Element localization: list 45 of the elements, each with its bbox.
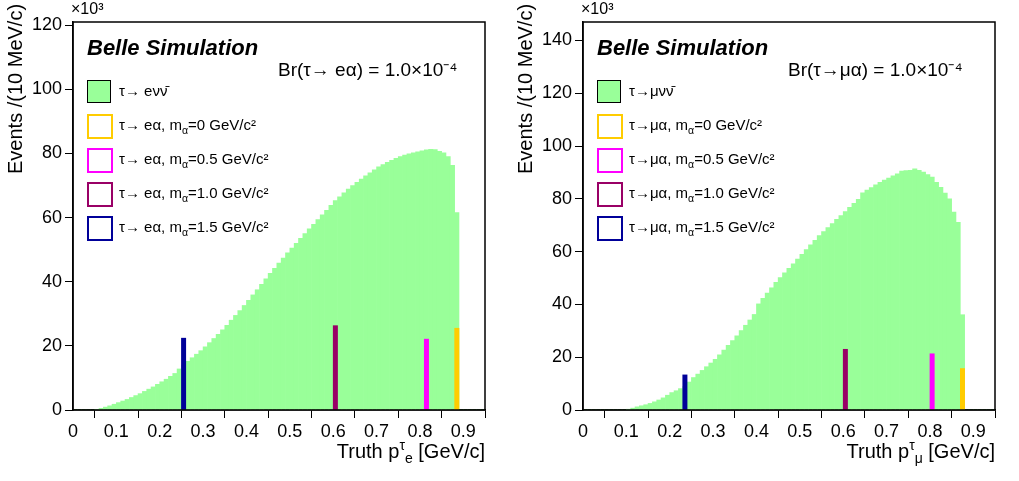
x-tick-label: 0.4 bbox=[743, 420, 769, 441]
legend-label: τ→μα, m$_{α}$=1.0 GeV/c² bbox=[629, 184, 775, 204]
x-tick-label: 0 bbox=[577, 420, 589, 441]
y-tick-label: 0 bbox=[51, 398, 62, 419]
x-tick-label: 0.4 bbox=[233, 420, 259, 441]
y-tick-label: 100 bbox=[31, 78, 62, 99]
y-axis-title: Events /(10 MeV/c) bbox=[4, 4, 26, 177]
y-tick-label: 20 bbox=[551, 346, 572, 367]
legend-label: τ→ eα, m$_{α}$=0 GeV/c² bbox=[119, 116, 256, 136]
x-tick-label: 0.3 bbox=[700, 420, 726, 441]
x-tick-label: 0.1 bbox=[103, 420, 129, 441]
legend-label: τ→ eα, m$_{α}$=1.5 GeV/c² bbox=[119, 218, 269, 238]
x-tick-label: 0.3 bbox=[190, 420, 216, 441]
y-tick-label: 20 bbox=[41, 334, 62, 355]
y-tick-label: 120 bbox=[541, 82, 572, 103]
legend-label: τ→μνν̄ bbox=[629, 82, 674, 100]
annotation: Br(τ→μα) = 1.0×10⁻⁴ bbox=[788, 59, 963, 81]
legend-label: τ→μα, m$_{α}$=1.5 GeV/c² bbox=[629, 218, 775, 238]
x-tick-label: 0 bbox=[67, 420, 79, 441]
y-tick-label: 0 bbox=[561, 398, 572, 419]
text: ×10³ bbox=[581, 0, 614, 18]
y-tick-label: 60 bbox=[41, 206, 62, 227]
x-tick-label: 0.2 bbox=[657, 420, 683, 441]
legend-label: τ→μα, m$_{α}$=0.5 GeV/c² bbox=[629, 150, 775, 170]
legend-label: τ→ eα, m$_{α}$=0.5 GeV/c² bbox=[119, 150, 269, 170]
annotation: Belle Simulation bbox=[597, 35, 769, 61]
y-tick-label: 100 bbox=[541, 135, 572, 156]
annotation: Belle Simulation bbox=[87, 35, 259, 61]
x-tick-label: 0.5 bbox=[787, 420, 813, 441]
legend-label: τ→μα, m$_{α}$=0 GeV/c² bbox=[629, 116, 763, 136]
annotation: Br(τ→ eα) = 1.0×10⁻⁴ bbox=[278, 59, 458, 81]
x-tick-label: 0.1 bbox=[613, 420, 639, 441]
y-axis-title: Events /(10 MeV/c) bbox=[514, 4, 536, 177]
y-tick-label: 120 bbox=[31, 14, 62, 35]
y-tick-label: 60 bbox=[551, 240, 572, 261]
y-tick-label: 40 bbox=[551, 293, 572, 314]
x-tick-label: 0.5 bbox=[277, 420, 303, 441]
legend-label: τ→ eα, m$_{α}$=1.0 GeV/c² bbox=[119, 184, 269, 204]
legend-label: τ→ eνν̄ bbox=[119, 82, 168, 100]
y-tick-label: 80 bbox=[41, 142, 62, 163]
text: ×10³ bbox=[71, 0, 104, 18]
y-tick-label: 40 bbox=[41, 270, 62, 291]
y-tick-label: 80 bbox=[551, 187, 572, 208]
x-tick-label: 0.2 bbox=[147, 420, 173, 441]
y-tick-label: 140 bbox=[541, 29, 572, 50]
